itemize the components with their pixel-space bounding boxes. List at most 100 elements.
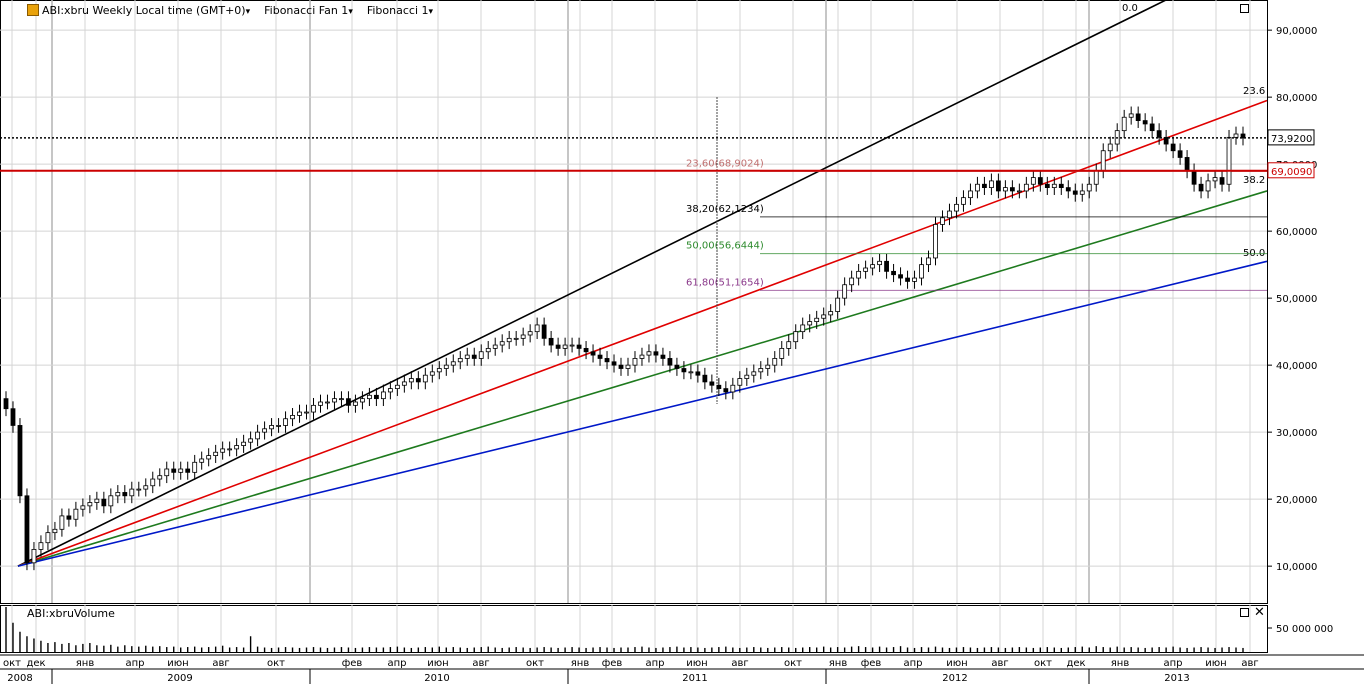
candle-body (912, 277, 917, 282)
candle-body (10, 408, 16, 426)
fibonacci-fan: 0.023.638.250.0 (17, 0, 1268, 567)
candle-body (1170, 143, 1176, 152)
candle-body (1051, 183, 1057, 188)
x-month-label: окт (526, 658, 544, 669)
x-month-label: авг (472, 658, 489, 669)
candle-body (1086, 183, 1092, 192)
fib-fan-menu[interactable]: Fibonacci Fan 1 (264, 4, 353, 17)
candle-body (73, 508, 79, 520)
maximize-main-icon[interactable] (1240, 4, 1249, 13)
candle-body (262, 428, 267, 433)
fib-level-label: 50,00(56,6444) (686, 241, 764, 252)
candle-body (339, 398, 344, 401)
candle-body (688, 371, 694, 374)
candle-body (213, 451, 219, 456)
candle-body (234, 445, 240, 450)
candle-body (374, 394, 379, 400)
candle-body (478, 351, 484, 359)
x-year-label: 2013 (1164, 673, 1189, 684)
candle-body (471, 354, 477, 359)
candle-body (443, 364, 449, 369)
candle-body (31, 549, 37, 564)
candle-body (24, 495, 30, 564)
candle-body (360, 398, 365, 403)
candle-body (849, 277, 855, 286)
x-month-label: апр (903, 658, 922, 669)
y-tick-label: 80,0000 (1276, 93, 1317, 104)
y-tick-label: 30,0000 (1276, 428, 1317, 439)
candle-body (590, 351, 596, 356)
candle-body (800, 324, 806, 333)
volume-axis-label: 50 000 000 (1276, 624, 1333, 635)
candle-body (1058, 183, 1064, 188)
candle-body (436, 368, 442, 373)
candle-body (241, 441, 247, 446)
candle-body (178, 468, 184, 473)
x-year-label: 2010 (424, 673, 449, 684)
candle-body (227, 448, 233, 451)
candle-body (1191, 170, 1197, 185)
x-axis: окт дек янв апр июн авг окт фев апр июн авг окт янв ф… (3, 658, 1259, 684)
candle-body (1184, 157, 1190, 172)
x-month-label: дек (1066, 658, 1085, 669)
candle-body (828, 311, 834, 316)
x-month-label: фев (861, 658, 882, 669)
x-month-label: апр (125, 658, 144, 669)
candle-body (1156, 130, 1162, 138)
candle-body (982, 183, 987, 188)
candle-body (1044, 183, 1050, 188)
candle-body (122, 492, 128, 497)
candle-body (674, 364, 680, 369)
symbol-menu[interactable]: ABI:xbru Weekly Local time (GMT+0) (42, 4, 250, 17)
x-month-label: авг (991, 658, 1008, 669)
candle-body (772, 358, 778, 366)
price-label: 73,9200 (1271, 134, 1312, 145)
price-lines (0, 137, 1267, 172)
candle-body (863, 267, 869, 272)
fan-line (17, 99, 1268, 567)
fib-menu[interactable]: Fibonacci 1 (367, 4, 433, 17)
candle-body (276, 425, 281, 427)
candle-body (325, 401, 330, 404)
y-axis: 10,0000 20,0000 30,0000 40,0000 50,0000 60,00… (1267, 26, 1317, 573)
candle-body (1198, 183, 1204, 192)
candle-body (786, 341, 792, 349)
candle-body (297, 411, 302, 416)
close-volume-icon[interactable]: ✕ (1254, 605, 1265, 620)
candle-body (632, 358, 638, 366)
candle-body (66, 515, 72, 520)
y-tick-label: 60,0000 (1276, 227, 1317, 238)
x-month-label: июн (686, 658, 707, 669)
fan-line (17, 0, 1168, 567)
candle-body (1079, 190, 1085, 195)
candle-body (1023, 183, 1029, 192)
candle-body (157, 475, 163, 480)
candle-body (1121, 116, 1127, 132)
candle-body (905, 277, 910, 282)
x-month-label: авг (212, 658, 229, 669)
x-month-label: дек (26, 658, 45, 669)
candle-body (1100, 150, 1106, 172)
x-year-label: 2009 (167, 673, 192, 684)
candle-body (520, 334, 526, 339)
candle-body (1142, 120, 1148, 125)
candle-body (269, 425, 274, 430)
candle-body (646, 351, 652, 356)
candle-body (919, 264, 924, 279)
candle-body (1128, 113, 1134, 118)
candle-body (555, 344, 561, 349)
x-month-label: янв (1111, 658, 1130, 669)
x-year-label: 2012 (942, 673, 967, 684)
candle-body (814, 317, 820, 322)
candle-body (765, 364, 771, 369)
candle-body (129, 488, 135, 497)
candle-body (884, 260, 889, 272)
candle-body (1037, 177, 1043, 185)
candle-body (1016, 190, 1022, 193)
maximize-volume-icon[interactable] (1240, 608, 1249, 617)
candle-body (947, 210, 952, 219)
candle-body (115, 492, 121, 497)
candle-body (346, 398, 351, 406)
